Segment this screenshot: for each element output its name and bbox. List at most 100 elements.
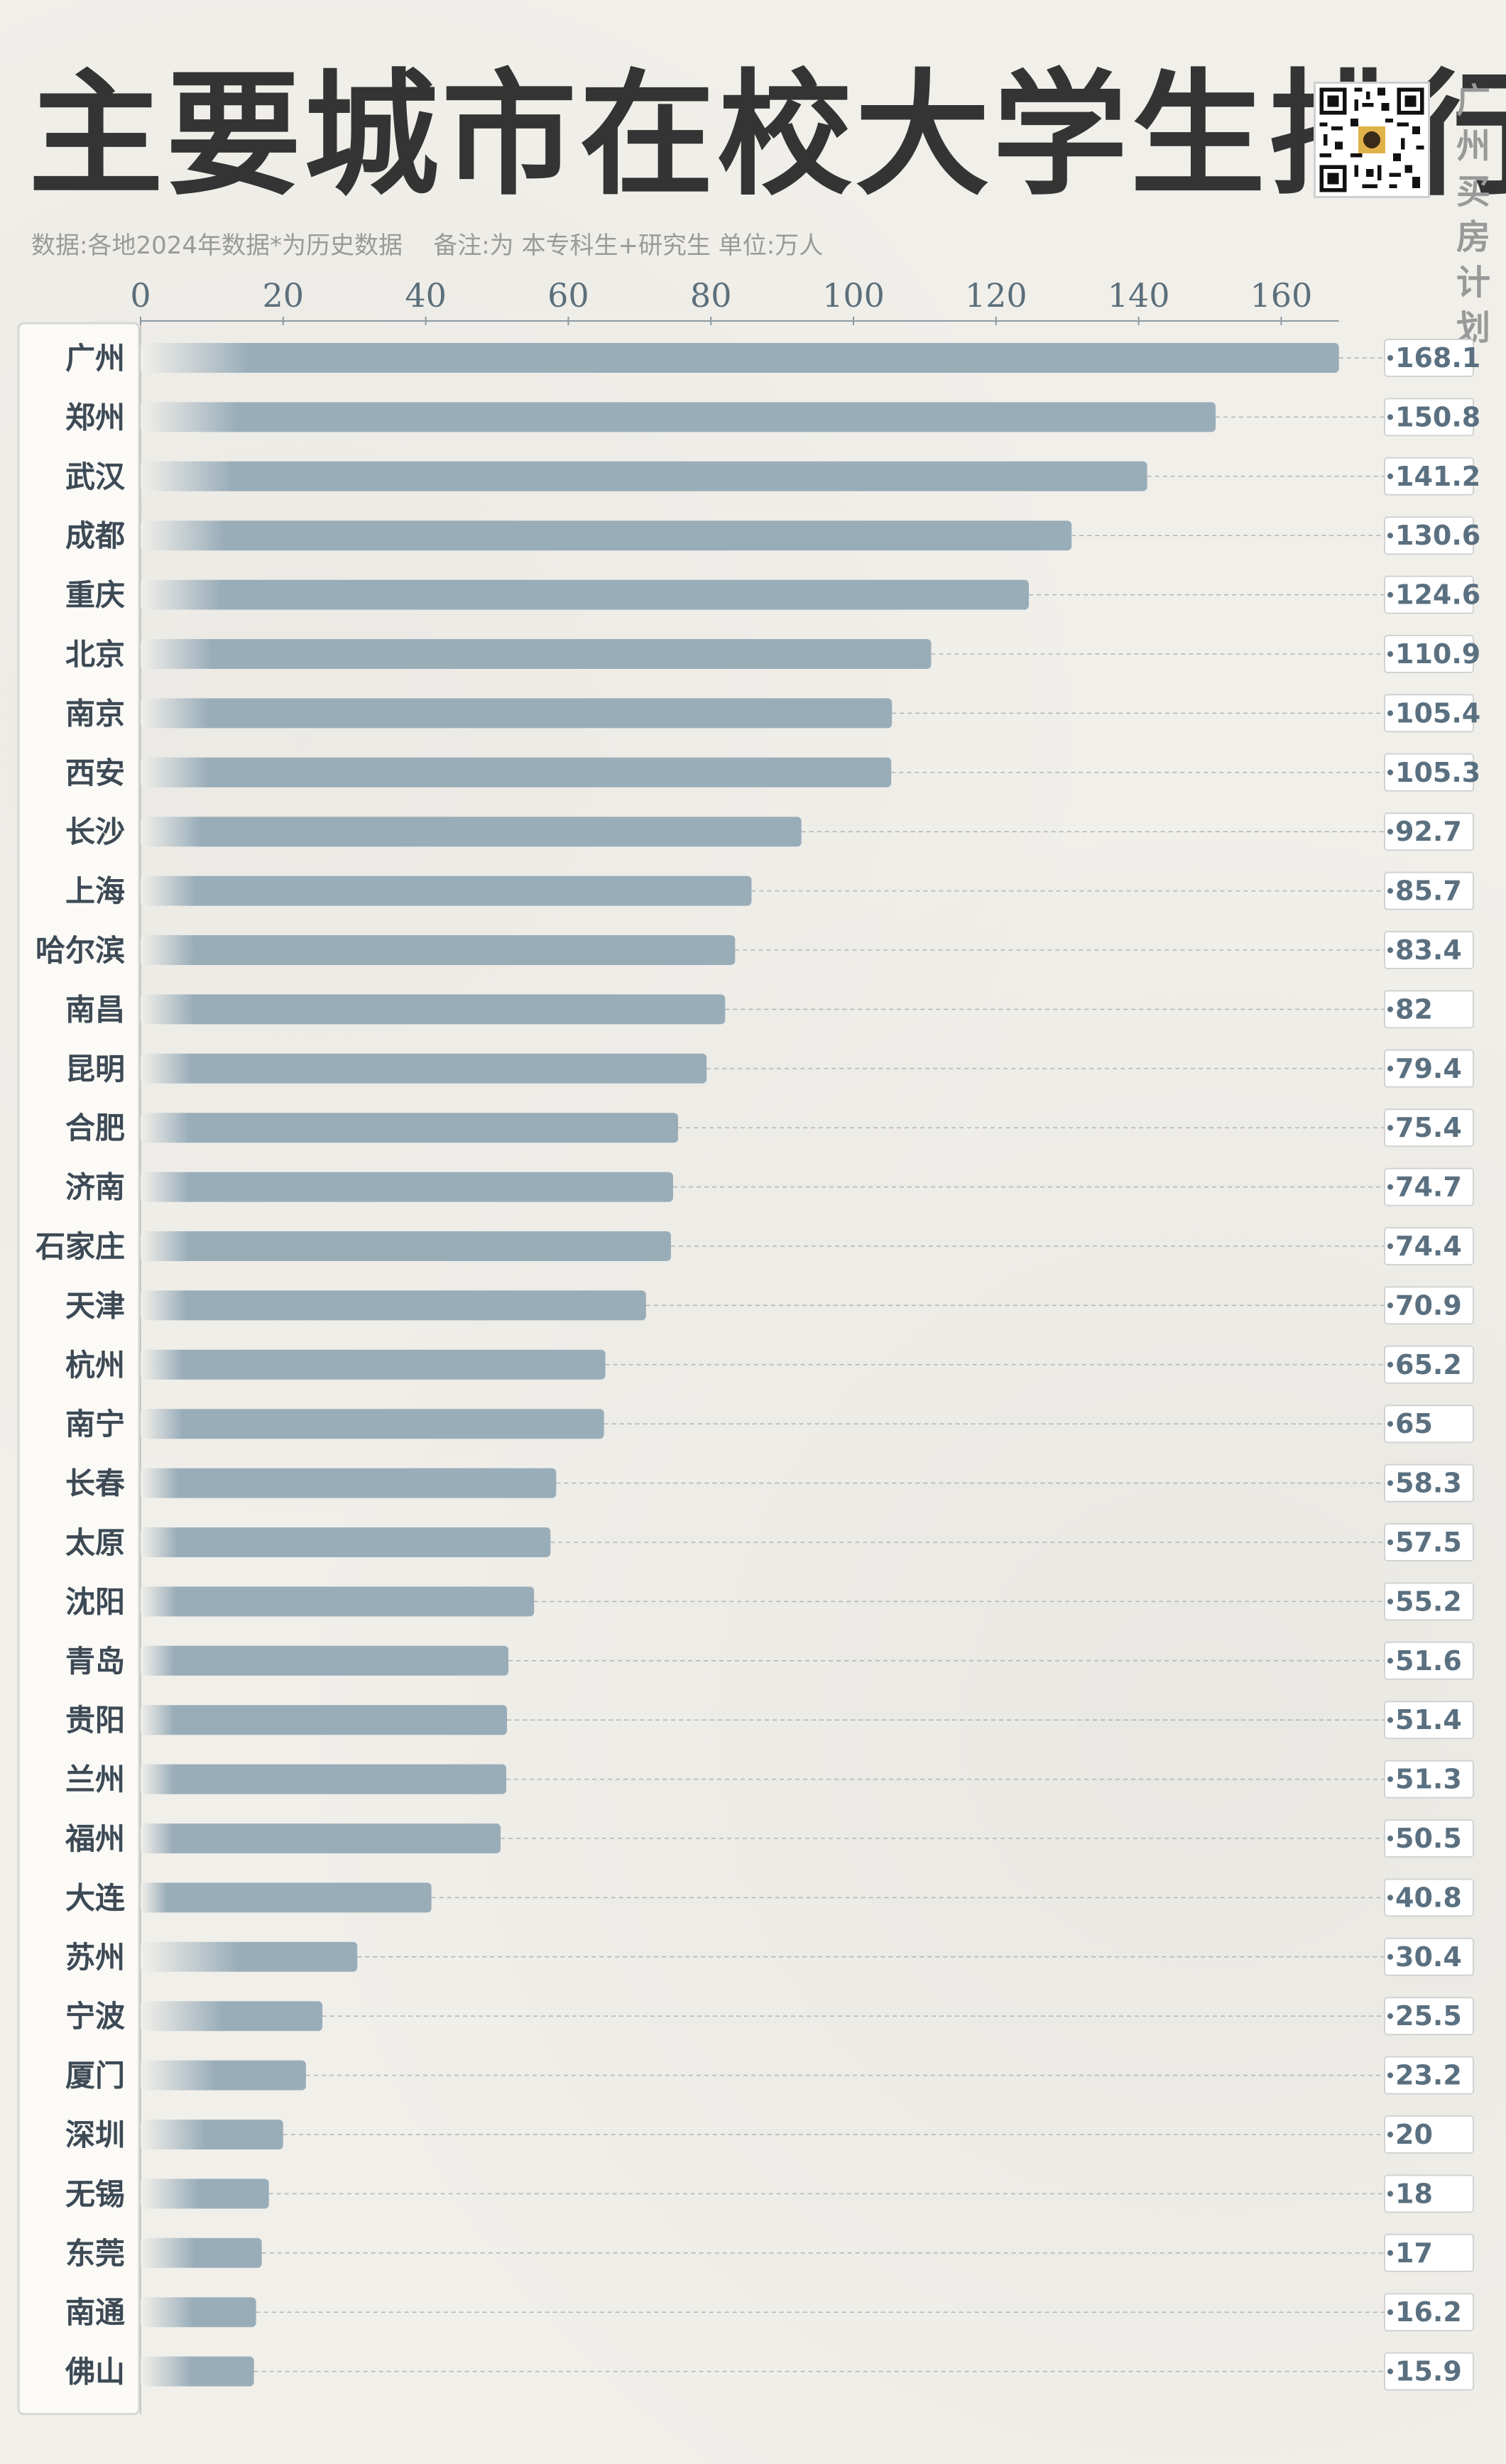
- value-label-dot: [1387, 1657, 1393, 1664]
- value-label: 74.7: [1395, 1172, 1462, 1203]
- value-label-dot: [1387, 414, 1393, 420]
- value-label-dot: [1387, 1302, 1393, 1309]
- category-label: 宁波: [65, 1999, 125, 2034]
- value-label-dot: [1387, 1184, 1393, 1190]
- value-label-dot: [1387, 2309, 1393, 2316]
- category-label: 昆明: [65, 1052, 125, 1086]
- category-label: 杭州: [65, 1348, 125, 1383]
- page-title: 主要城市在校大学生排行: [28, 55, 1506, 214]
- category-label: 北京: [65, 637, 125, 672]
- value-label-box: [1384, 1760, 1474, 1799]
- bar: [141, 1349, 606, 1380]
- bar: [141, 876, 752, 906]
- value-label-dot: [1387, 1717, 1393, 1723]
- value-label-dot: [1387, 829, 1393, 835]
- x-tick-label: 40: [405, 276, 447, 315]
- value-label-box: [1384, 1463, 1474, 1503]
- qr-code: [1314, 82, 1430, 198]
- category-label: 沈阳: [65, 1584, 125, 1619]
- value-label-box: [1384, 1997, 1474, 2036]
- x-tick-label: 80: [690, 276, 732, 315]
- value-label-dot: [1387, 2368, 1393, 2375]
- value-label: 16.2: [1395, 2296, 1462, 2328]
- x-tick-label: 100: [822, 276, 885, 315]
- value-label: 51.3: [1395, 1764, 1462, 1795]
- value-label-dot: [1387, 1480, 1393, 1486]
- category-label: 厦门: [65, 2059, 125, 2093]
- value-label-box: [1384, 1167, 1474, 1206]
- bar: [141, 343, 1339, 373]
- category-label: 苏州: [65, 1940, 125, 1975]
- bar: [141, 461, 1147, 491]
- category-label: 上海: [65, 874, 125, 909]
- category-label: 兰州: [65, 1762, 125, 1797]
- value-label-dot: [1387, 1539, 1393, 1545]
- value-label: 50.5: [1395, 1823, 1462, 1854]
- bar: [141, 1172, 673, 1202]
- bar: [141, 1468, 557, 1498]
- value-label-dot: [1387, 710, 1393, 716]
- value-label-dot: [1387, 1243, 1393, 1249]
- value-label: 18: [1395, 2178, 1433, 2209]
- value-label-dot: [1387, 1836, 1393, 1841]
- value-label-box: [1384, 398, 1474, 437]
- category-label: 东莞: [65, 2236, 125, 2271]
- value-label-box: [1384, 1641, 1474, 1680]
- value-label-box: [1384, 635, 1474, 673]
- category-label: 长沙: [65, 814, 125, 849]
- bar: [141, 639, 932, 669]
- bar: [141, 1409, 604, 1439]
- value-label-dot: [1387, 1421, 1393, 1427]
- value-label: 57.5: [1395, 1527, 1462, 1558]
- value-label: 51.4: [1395, 1704, 1462, 1735]
- value-label-dot: [1387, 1361, 1393, 1368]
- category-label: 合肥: [65, 1111, 125, 1145]
- bar: [141, 2297, 256, 2328]
- bar: [141, 579, 1029, 610]
- x-tick-label: 120: [965, 276, 1027, 315]
- value-label: 75.4: [1395, 1112, 1462, 1143]
- value-label: 55.2: [1395, 1586, 1462, 1617]
- bar: [141, 1586, 535, 1617]
- bar: [141, 1882, 432, 1913]
- value-label-box: [1384, 339, 1474, 377]
- bar: [141, 935, 736, 965]
- category-label: 无锡: [65, 2176, 125, 2211]
- value-label-dot: [1387, 2013, 1393, 2019]
- value-label-box: [1384, 694, 1474, 733]
- value-label-dot: [1387, 1598, 1393, 1605]
- value-label: 65.2: [1395, 1349, 1462, 1380]
- value-label: 65: [1395, 1408, 1433, 1439]
- category-label: 福州: [65, 1821, 125, 1856]
- value-label-box: [1384, 2352, 1474, 2391]
- bar: [141, 994, 726, 1025]
- value-label-dot: [1387, 473, 1393, 479]
- value-label-box: [1384, 871, 1474, 910]
- value-label-dot: [1387, 769, 1393, 775]
- category-label: 石家庄: [36, 1229, 125, 1264]
- bar: [141, 2179, 269, 2209]
- value-label-box: [1384, 516, 1474, 555]
- value-label-box: [1384, 1049, 1474, 1088]
- value-label-box: [1384, 2056, 1474, 2095]
- value-label: 58.3: [1395, 1468, 1462, 1499]
- value-label: 83.4: [1395, 934, 1462, 966]
- value-label-dot: [1387, 2191, 1393, 2197]
- value-label: 124.6: [1395, 579, 1480, 611]
- category-label: 佛山: [65, 2355, 125, 2389]
- bar: [141, 1113, 679, 1143]
- value-label-box: [1384, 1405, 1474, 1444]
- bar: [141, 1764, 507, 1794]
- x-tick-label: 60: [547, 276, 589, 315]
- category-label: 济南: [65, 1170, 125, 1205]
- value-label-dot: [1387, 1953, 1393, 1960]
- value-label: 82: [1395, 993, 1433, 1025]
- value-label: 51.6: [1395, 1645, 1462, 1677]
- category-label: 武汉: [65, 459, 126, 494]
- bar: [141, 2356, 254, 2387]
- value-label-dot: [1387, 1125, 1393, 1131]
- bar: [141, 2060, 306, 2090]
- category-label: 天津: [65, 1288, 125, 1323]
- value-label-box: [1384, 1878, 1474, 1917]
